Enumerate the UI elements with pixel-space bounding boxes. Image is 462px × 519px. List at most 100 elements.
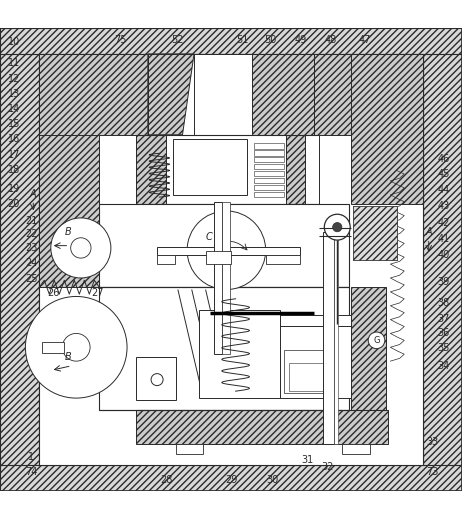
Bar bbox=[286, 135, 305, 204]
Text: 14: 14 bbox=[8, 104, 20, 114]
Bar bbox=[289, 363, 323, 391]
Text: 45: 45 bbox=[438, 170, 450, 180]
Text: 21: 21 bbox=[25, 216, 37, 226]
Bar bbox=[222, 202, 230, 354]
Text: 47: 47 bbox=[359, 35, 371, 45]
Bar bbox=[206, 251, 231, 264]
Text: 24: 24 bbox=[25, 258, 37, 268]
Text: 39: 39 bbox=[438, 277, 450, 286]
Bar bbox=[254, 157, 284, 162]
Text: 33: 33 bbox=[426, 437, 438, 447]
Bar bbox=[42, 342, 64, 353]
Bar bbox=[194, 54, 252, 135]
Bar bbox=[353, 207, 397, 260]
Bar bbox=[254, 171, 284, 176]
Bar bbox=[136, 135, 319, 204]
Bar bbox=[353, 207, 397, 260]
Bar bbox=[254, 185, 284, 190]
Bar bbox=[280, 326, 351, 398]
Text: 34: 34 bbox=[438, 361, 450, 371]
Circle shape bbox=[151, 374, 163, 386]
Text: 1: 1 bbox=[28, 452, 35, 462]
Bar bbox=[280, 315, 351, 326]
Bar bbox=[157, 255, 175, 264]
Circle shape bbox=[51, 218, 111, 278]
Bar bbox=[266, 255, 300, 264]
Text: 26: 26 bbox=[47, 288, 59, 298]
Bar bbox=[99, 204, 349, 287]
Text: 36: 36 bbox=[438, 329, 450, 338]
Bar bbox=[254, 192, 284, 197]
Text: 74: 74 bbox=[25, 467, 37, 477]
Bar bbox=[423, 29, 462, 490]
Text: 35: 35 bbox=[438, 343, 450, 353]
Bar bbox=[39, 54, 148, 135]
Text: 25: 25 bbox=[25, 274, 38, 284]
Text: 48: 48 bbox=[324, 35, 336, 45]
Text: 28: 28 bbox=[160, 475, 172, 485]
Bar bbox=[136, 357, 176, 401]
Bar bbox=[199, 310, 280, 398]
Text: 16: 16 bbox=[8, 134, 20, 144]
Text: 17: 17 bbox=[8, 150, 20, 160]
Text: 11: 11 bbox=[8, 58, 20, 68]
Text: 18: 18 bbox=[8, 165, 20, 175]
Bar bbox=[176, 444, 203, 454]
Text: 73: 73 bbox=[426, 467, 438, 477]
Text: 27: 27 bbox=[91, 288, 103, 298]
Text: 44: 44 bbox=[438, 185, 450, 195]
Circle shape bbox=[71, 238, 91, 258]
Bar bbox=[39, 135, 99, 287]
Text: 41: 41 bbox=[438, 234, 450, 244]
Bar bbox=[351, 54, 423, 204]
Text: 19: 19 bbox=[8, 184, 20, 194]
Text: 51: 51 bbox=[237, 35, 249, 45]
Text: 20: 20 bbox=[8, 199, 20, 209]
Text: A: A bbox=[426, 227, 432, 237]
Bar bbox=[0, 29, 462, 54]
Circle shape bbox=[333, 223, 342, 232]
Bar bbox=[99, 287, 349, 409]
Text: 43: 43 bbox=[438, 201, 450, 211]
Bar bbox=[0, 465, 462, 490]
Polygon shape bbox=[231, 54, 314, 135]
Text: 75: 75 bbox=[114, 35, 127, 45]
Bar bbox=[323, 232, 334, 444]
Bar bbox=[254, 143, 284, 148]
Bar bbox=[314, 54, 390, 135]
Text: B: B bbox=[65, 352, 72, 362]
Text: 15: 15 bbox=[8, 119, 20, 129]
Text: 38: 38 bbox=[438, 298, 450, 308]
Bar bbox=[136, 409, 388, 444]
Bar bbox=[0, 29, 39, 490]
Polygon shape bbox=[148, 54, 194, 135]
Text: 10: 10 bbox=[8, 37, 20, 47]
Bar bbox=[173, 140, 247, 195]
Text: 13: 13 bbox=[8, 89, 20, 99]
Text: 31: 31 bbox=[301, 456, 313, 466]
Bar bbox=[157, 247, 300, 255]
Bar bbox=[351, 287, 386, 409]
Bar bbox=[254, 164, 284, 169]
Circle shape bbox=[187, 211, 266, 290]
Text: C: C bbox=[206, 233, 212, 242]
Circle shape bbox=[25, 296, 127, 398]
Bar bbox=[39, 54, 423, 465]
Text: 22: 22 bbox=[25, 229, 38, 239]
Text: 23: 23 bbox=[25, 243, 37, 253]
Bar bbox=[342, 444, 370, 454]
Bar bbox=[254, 150, 284, 156]
Circle shape bbox=[324, 214, 350, 240]
Text: 46: 46 bbox=[438, 154, 450, 164]
Text: 12: 12 bbox=[8, 74, 20, 84]
Text: 32: 32 bbox=[321, 462, 333, 472]
Text: 40: 40 bbox=[438, 250, 450, 260]
Circle shape bbox=[368, 332, 385, 349]
Text: A: A bbox=[30, 189, 36, 199]
Bar bbox=[284, 350, 328, 393]
Text: 30: 30 bbox=[267, 475, 279, 485]
Text: 50: 50 bbox=[264, 35, 276, 45]
Text: B: B bbox=[65, 227, 72, 237]
Bar bbox=[254, 177, 284, 183]
Text: 49: 49 bbox=[294, 35, 306, 45]
